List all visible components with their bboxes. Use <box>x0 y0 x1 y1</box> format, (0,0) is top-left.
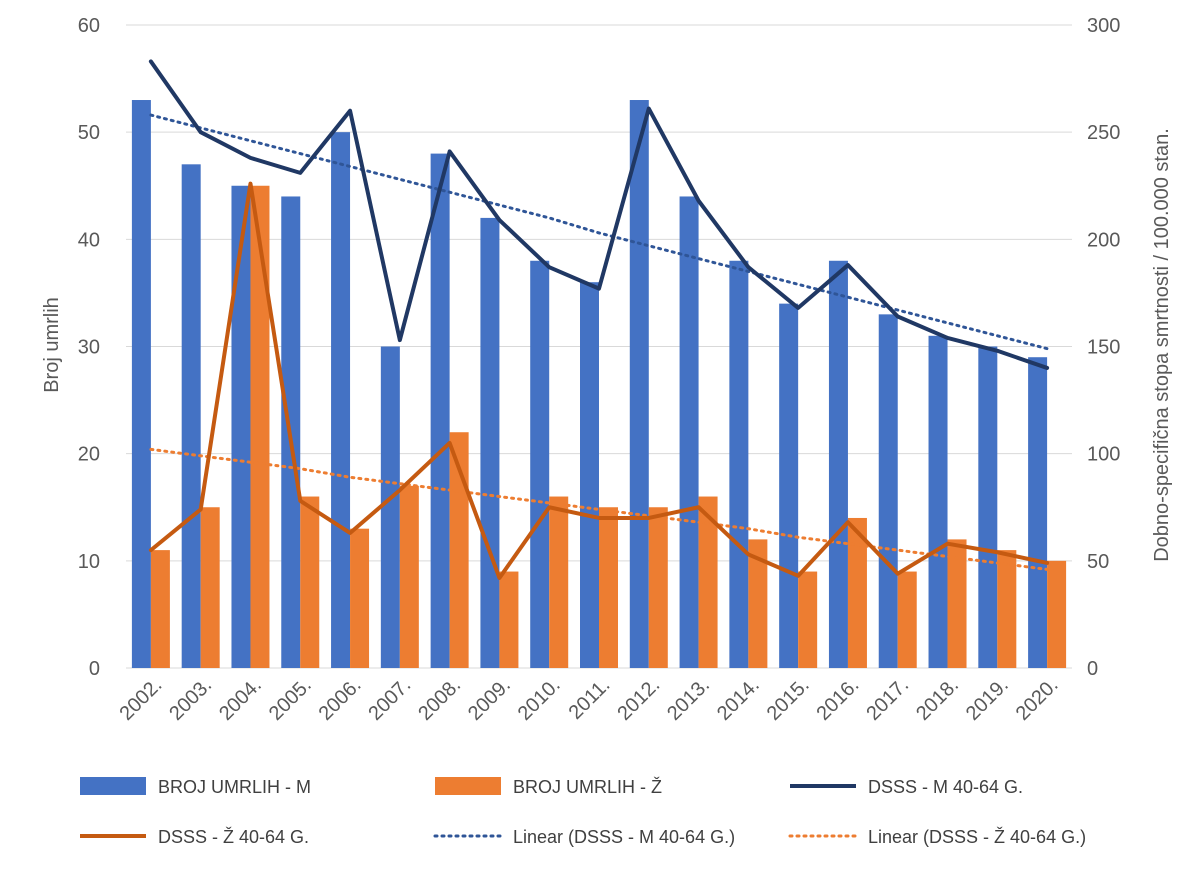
bar <box>748 539 768 668</box>
bar <box>350 528 370 668</box>
bar <box>1028 357 1048 668</box>
legend-label: DSSS - Ž 40-64 G. <box>158 827 309 847</box>
bar <box>430 153 450 669</box>
bar <box>200 507 220 668</box>
bars <box>131 100 1067 669</box>
bar <box>828 260 848 668</box>
legend-label: BROJ UMRLIH - M <box>158 777 311 797</box>
bar <box>847 517 867 668</box>
bar <box>978 346 998 668</box>
legend-label: Linear (DSSS - Ž 40-64 G.) <box>868 827 1086 847</box>
bar <box>150 550 170 668</box>
bar <box>997 550 1017 668</box>
y-axis-title: Broj umrlih <box>41 297 63 393</box>
y-tick-label: 60 <box>78 15 100 37</box>
x-tick-label: 2016. <box>813 674 864 725</box>
x-tick-label: 2006. <box>315 674 366 725</box>
bar <box>629 100 649 669</box>
bar <box>897 571 917 668</box>
x-tick-label: 2004. <box>215 674 266 725</box>
x-tick-label: 2003. <box>165 674 216 725</box>
bar <box>679 196 699 668</box>
x-tick-label: 2012. <box>613 674 664 725</box>
y2-tick-label: 100 <box>1087 444 1120 466</box>
x-tick-label: 2005. <box>265 674 316 725</box>
x-tick-label: 2013. <box>663 674 714 725</box>
x-tick-label: 2020. <box>1012 674 1063 725</box>
y-tick-label: 0 <box>89 658 100 680</box>
right-axis-ticks: 0 50 100 150 200 250 300 <box>1087 15 1120 680</box>
bar <box>549 496 569 668</box>
y2-tick-label: 300 <box>1087 15 1120 37</box>
y2-tick-label: 150 <box>1087 337 1120 359</box>
bar <box>131 100 151 669</box>
x-tick-label: 2011. <box>565 674 615 724</box>
bar <box>530 260 550 668</box>
bar <box>231 185 251 668</box>
bar <box>947 539 967 668</box>
bar <box>599 507 618 668</box>
bar <box>181 164 201 669</box>
legend-swatch <box>80 777 146 795</box>
x-tick-label: 2018. <box>912 674 963 725</box>
x-tick-label: 2015. <box>763 674 814 725</box>
bar <box>729 260 749 668</box>
bar <box>399 485 419 668</box>
x-tick-label: 2002. <box>115 674 166 725</box>
y-tick-label: 30 <box>78 337 100 359</box>
x-tick-label: 2009. <box>464 674 515 725</box>
bar <box>499 571 519 668</box>
legend-label: Linear (DSSS - M 40-64 G.) <box>513 827 735 847</box>
trendlines <box>149 113 1049 571</box>
y2-tick-label: 250 <box>1087 122 1120 144</box>
series-line <box>148 181 1050 580</box>
x-tick-label: 2007. <box>364 674 415 725</box>
x-axis-ticks: 2002.2003.2004.2005.2006.2007.2008.2009.… <box>115 674 1062 725</box>
bar <box>648 507 668 668</box>
y-tick-label: 10 <box>78 551 100 573</box>
left-axis-ticks: 0 10 20 30 40 50 60 <box>78 15 100 680</box>
bar <box>779 303 799 668</box>
legend-label: BROJ UMRLIH - Ž <box>513 777 662 797</box>
trend-line <box>149 113 1049 351</box>
bar <box>580 282 599 668</box>
bar <box>331 132 351 668</box>
legend-swatch <box>435 777 501 795</box>
y2-tick-label: 50 <box>1087 551 1109 573</box>
bar <box>250 185 270 668</box>
x-tick-label: 2019. <box>962 674 1013 725</box>
series-lines <box>148 59 1050 580</box>
bar <box>698 496 718 668</box>
x-tick-label: 2014. <box>713 674 764 725</box>
x-tick-label: 2017. <box>862 674 913 725</box>
x-tick-label: 2008. <box>414 674 465 725</box>
series-line <box>148 59 1050 370</box>
y-tick-label: 50 <box>78 122 100 144</box>
bar <box>1047 560 1067 668</box>
bar <box>928 335 948 668</box>
bar <box>798 571 818 668</box>
bar <box>380 346 400 668</box>
y-tick-label: 20 <box>78 444 100 466</box>
y-tick-label: 40 <box>78 229 100 251</box>
bar <box>300 496 320 668</box>
x-tick-label: 2010. <box>514 674 565 725</box>
y2-axis-title: Dobno-specifična stopa smrtnosti / 100.0… <box>1151 128 1173 562</box>
legend: BROJ UMRLIH - M BROJ UMRLIH - Ž DSSS - M 4… <box>80 777 1086 847</box>
bar <box>480 217 500 668</box>
legend-label: DSSS - M 40-64 G. <box>868 777 1023 797</box>
y2-tick-label: 0 <box>1087 658 1098 680</box>
bar <box>878 314 898 668</box>
y2-tick-label: 200 <box>1087 229 1120 251</box>
